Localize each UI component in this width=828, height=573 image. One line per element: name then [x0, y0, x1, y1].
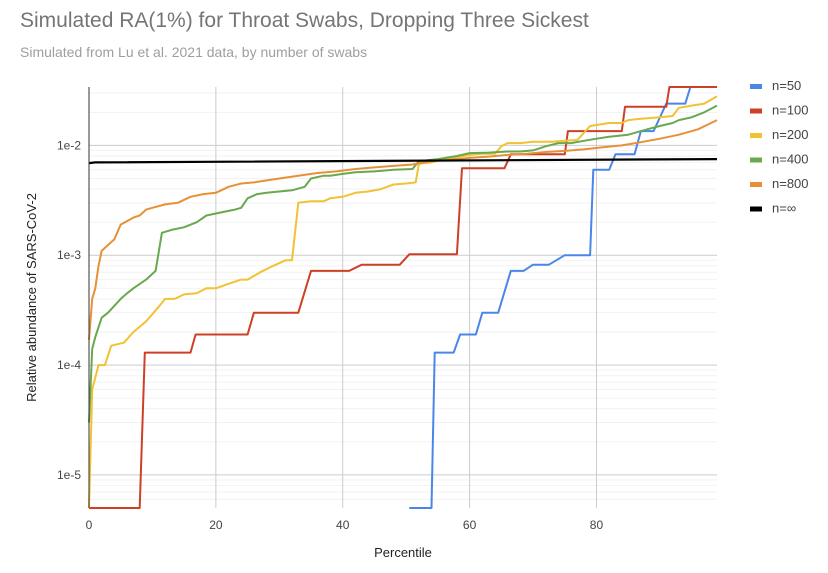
chart-title: Simulated RA(1%) for Throat Swabs, Dropp…	[20, 9, 589, 32]
x-tick-label: 40	[336, 518, 350, 532]
y-tick-label: 1e-3	[57, 248, 81, 262]
y-tick-label: 1e-5	[57, 468, 81, 482]
y-tick-label: 1e-2	[57, 138, 81, 152]
x-axis-ticks: 0 20 40 60 80	[86, 518, 604, 532]
series-line-n800	[88, 119, 718, 340]
y-tick-label: 1e-4	[57, 358, 81, 372]
x-tick-label: 80	[590, 518, 604, 532]
legend-swatch	[750, 182, 762, 187]
legend-swatch	[750, 84, 762, 89]
legend-label: n=400	[772, 152, 809, 167]
legend-label: n=100	[772, 103, 809, 118]
y-axis-title: Relative abundance of SARS-CoV-2	[24, 193, 39, 402]
x-tick-label: 60	[463, 518, 477, 532]
x-axis-title: Percentile	[374, 545, 432, 560]
gridlines	[89, 87, 717, 508]
y-axis-ticks: 1e-5 1e-4 1e-3 1e-2	[57, 138, 81, 482]
legend-swatch	[750, 157, 762, 163]
legend-label: n=800	[772, 176, 809, 191]
legend-swatch	[750, 206, 762, 212]
series-line-n100	[89, 86, 717, 509]
series-lines	[88, 86, 718, 509]
series-line-ninf	[88, 158, 718, 165]
legend-label: n=50	[772, 78, 801, 93]
legend-label: n=∞	[772, 201, 796, 216]
series-line-n200	[88, 95, 718, 509]
x-tick-label: 20	[209, 518, 223, 532]
x-tick-label: 0	[86, 518, 93, 532]
legend-swatch	[750, 133, 762, 138]
legend-label: n=200	[772, 127, 809, 142]
chart-subtitle: Simulated from Lu et al. 2021 data, by n…	[20, 44, 368, 60]
series-line-n400	[88, 104, 718, 423]
legend-swatch	[750, 108, 762, 114]
legend: n=50 n=100 n=200 n=400 n=800 n=∞	[750, 78, 809, 216]
